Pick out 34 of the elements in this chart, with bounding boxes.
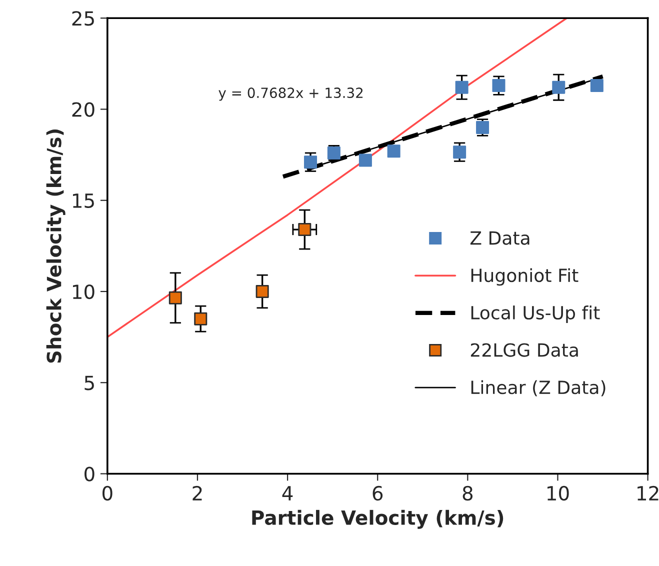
x-tick-label: 2 xyxy=(192,486,202,500)
y-axis-title: Shock Velocity (km/s) xyxy=(46,130,66,363)
annotation: y = 0.7682x + 13.32 xyxy=(218,88,363,101)
x-axis-title: Particle Velocity (km/s) xyxy=(252,510,504,529)
legend-label: Hugoniot Fit xyxy=(471,268,578,286)
y-tick-label: 0 xyxy=(84,466,94,482)
y-tick-label: 20 xyxy=(72,102,94,117)
point xyxy=(194,312,208,326)
x-tick-label: 0 xyxy=(102,486,112,501)
point xyxy=(358,154,372,167)
y-tick-label: 10 xyxy=(73,284,94,300)
x-tick-label: 6 xyxy=(372,486,383,501)
point xyxy=(298,223,312,236)
legend-label: Linear (Z Data) xyxy=(471,380,606,396)
x-tick-label: 10 xyxy=(548,486,569,501)
x-tick-label: 12 xyxy=(638,486,658,500)
legend-label: 22LGG Data xyxy=(470,343,578,357)
point xyxy=(256,284,269,298)
point xyxy=(552,80,566,94)
x-tick-label: 4 xyxy=(282,486,293,500)
point xyxy=(304,156,318,169)
legend-label: Local Us-Up fit xyxy=(471,306,600,324)
point xyxy=(387,144,400,158)
point xyxy=(168,291,182,304)
y-tick-label: 25 xyxy=(72,11,94,26)
x-tick-label: 8 xyxy=(462,486,473,501)
point xyxy=(455,80,468,94)
y-tick-label: 15 xyxy=(73,194,94,208)
point xyxy=(453,146,466,159)
legend-label: Z Data xyxy=(470,231,530,245)
y-tick-label: 5 xyxy=(84,376,94,390)
point xyxy=(492,79,506,92)
point xyxy=(590,79,604,92)
point xyxy=(476,120,490,134)
